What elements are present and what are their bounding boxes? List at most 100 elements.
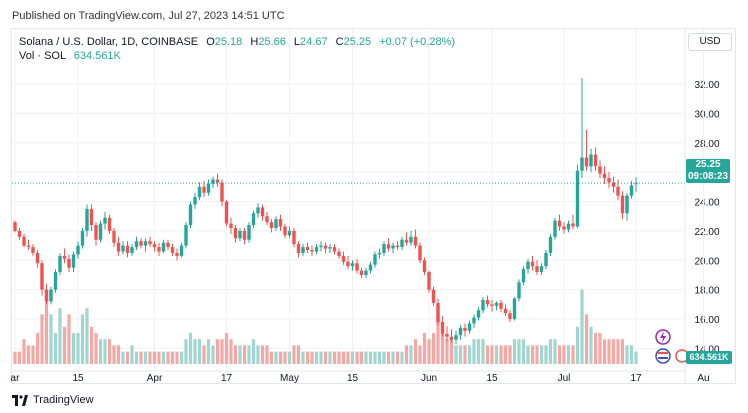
volume-bar	[530, 345, 535, 364]
y-tick-label: 14.00	[694, 344, 719, 355]
volume-bar	[454, 345, 458, 364]
candle-body	[319, 245, 323, 248]
volume-bar	[184, 339, 188, 364]
x-tick-label: ar	[11, 373, 21, 384]
candle-body	[422, 260, 427, 273]
volume-bar	[346, 351, 350, 364]
bolt-glyph-icon	[660, 331, 666, 343]
volume-bar	[89, 326, 94, 364]
candle-body	[224, 201, 229, 224]
volume-bar	[310, 351, 314, 364]
candle-body	[494, 302, 499, 306]
volume-bar	[611, 339, 616, 364]
candle-body	[31, 247, 35, 253]
candle-body	[175, 252, 179, 256]
candle-body	[206, 183, 211, 193]
volume-bar	[305, 351, 310, 364]
volume-bar	[17, 351, 22, 364]
volume-bar	[391, 351, 395, 364]
candle-body	[634, 183, 638, 185]
volume-bar	[71, 333, 76, 364]
candle-body	[35, 252, 40, 264]
candle-body	[436, 302, 440, 322]
volume-bar	[557, 345, 562, 364]
candle-body	[67, 258, 71, 268]
candle-body	[575, 170, 580, 227]
footer-brand[interactable]: TradingView	[12, 394, 94, 406]
volume-bar	[449, 339, 454, 364]
candle-body	[463, 327, 467, 331]
candle-body	[467, 323, 472, 331]
candle-body	[251, 213, 256, 226]
candle-body	[292, 230, 296, 245]
volume-bar	[598, 333, 602, 364]
candle-body	[265, 216, 269, 223]
volume-bar	[85, 308, 89, 364]
volume-bar	[593, 333, 598, 364]
low-label: L	[293, 36, 301, 48]
volume-bar	[53, 333, 58, 364]
chart-frame[interactable]	[11, 28, 736, 384]
volume-bar	[512, 339, 517, 364]
volume-bar	[166, 351, 170, 364]
candle-body	[485, 299, 490, 305]
volume-bar	[139, 351, 143, 364]
volume-bar	[436, 308, 440, 364]
volume-bar	[485, 345, 490, 364]
volume-bar	[521, 339, 526, 364]
currency-button[interactable]: USD	[688, 33, 732, 51]
volume-bar	[112, 345, 116, 364]
volume-bar	[220, 339, 224, 364]
volume-bar	[188, 333, 193, 364]
bar-countdown: 09:08:23	[687, 171, 729, 182]
candle-body	[287, 230, 292, 236]
symbol-title: Solana / U.S. Dollar, 1D, COINBASE	[19, 36, 199, 48]
volume-bar	[481, 339, 485, 364]
volume-tag: 634.561K	[686, 351, 732, 364]
candle-body	[625, 195, 629, 214]
candle-body	[355, 263, 359, 271]
volume-bar	[229, 339, 233, 364]
candle-body	[503, 308, 508, 314]
candle-body	[49, 289, 53, 302]
flag-stripe-icon	[658, 357, 668, 359]
volume-bar	[13, 351, 17, 364]
candle-body	[328, 247, 332, 249]
candle-body	[116, 242, 121, 252]
volume-bar	[260, 345, 265, 364]
high-label: H	[250, 36, 259, 48]
volume-bar	[625, 345, 629, 364]
candle-body	[323, 245, 328, 249]
y-tick-label: 20.00	[694, 256, 719, 267]
volume-bar	[98, 339, 103, 364]
candle-body	[440, 321, 445, 334]
x-tick-label: 15	[72, 373, 84, 384]
volume-bar	[503, 345, 508, 364]
candle-body	[238, 230, 242, 239]
candle-body	[260, 207, 265, 217]
candle-body	[13, 222, 17, 231]
candle-body	[382, 244, 386, 253]
volume-bar	[553, 339, 557, 364]
volume-bar	[508, 345, 512, 364]
volume-bar	[152, 351, 157, 364]
volume-bar	[76, 333, 80, 364]
candle-body	[418, 245, 422, 261]
candle-body	[620, 195, 625, 214]
volume-bar	[121, 351, 125, 364]
candle-body	[539, 266, 544, 273]
volume-bar	[571, 345, 575, 364]
volume-bar	[31, 345, 35, 364]
candle-body	[458, 327, 463, 336]
candle-body	[152, 244, 157, 248]
candle-body	[305, 247, 310, 251]
candle-body	[521, 269, 526, 283]
volume-value: 634.561K	[73, 50, 121, 62]
volume-bar	[206, 339, 211, 364]
candle-body	[22, 236, 26, 246]
volume-bar	[427, 339, 431, 364]
x-tick-label: 17	[221, 373, 233, 384]
candle-body	[179, 245, 184, 256]
open-label: O	[206, 36, 215, 48]
